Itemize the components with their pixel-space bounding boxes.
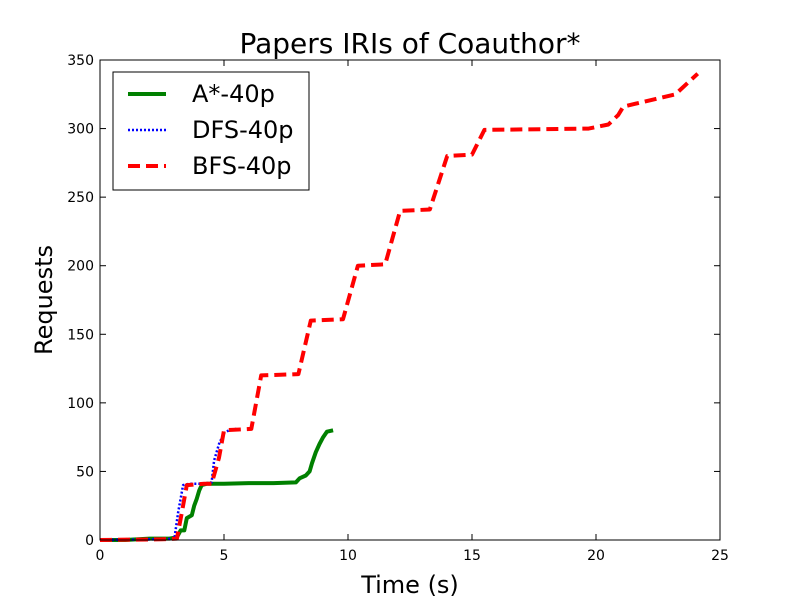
y-axis-label: Requests [30, 245, 58, 355]
x-tick-label: 15 [463, 548, 481, 564]
series-layer [99, 72, 700, 542]
y-tick-label: 50 [76, 464, 94, 480]
y-tick-label: 0 [85, 533, 94, 549]
y-tick-label: 100 [67, 396, 94, 412]
y-tick-label: 250 [67, 190, 94, 206]
y-tick-label: 150 [67, 327, 94, 343]
y-tick-label: 350 [67, 53, 94, 69]
y-tick-label: 300 [67, 122, 94, 138]
legend-label: A*-40p [192, 80, 275, 108]
x-tick-label: 0 [96, 548, 105, 564]
chart-title: Papers IRIs of Coauthor* [239, 27, 580, 60]
legend: A*-40p DFS-40p BFS-40p [112, 71, 310, 191]
series-line-a-40p [100, 428, 334, 542]
x-axis-label: Time (s) [360, 571, 459, 599]
x-tick-label: 20 [587, 548, 605, 564]
y-tick-label: 200 [67, 259, 94, 275]
plot-frame [99, 59, 721, 541]
legend-label: BFS-40p [192, 152, 292, 180]
x-tick-label: 5 [220, 548, 229, 564]
x-tick-label: 25 [711, 548, 729, 564]
x-tick-label: 10 [339, 548, 357, 564]
legend-label: DFS-40p [192, 116, 294, 144]
